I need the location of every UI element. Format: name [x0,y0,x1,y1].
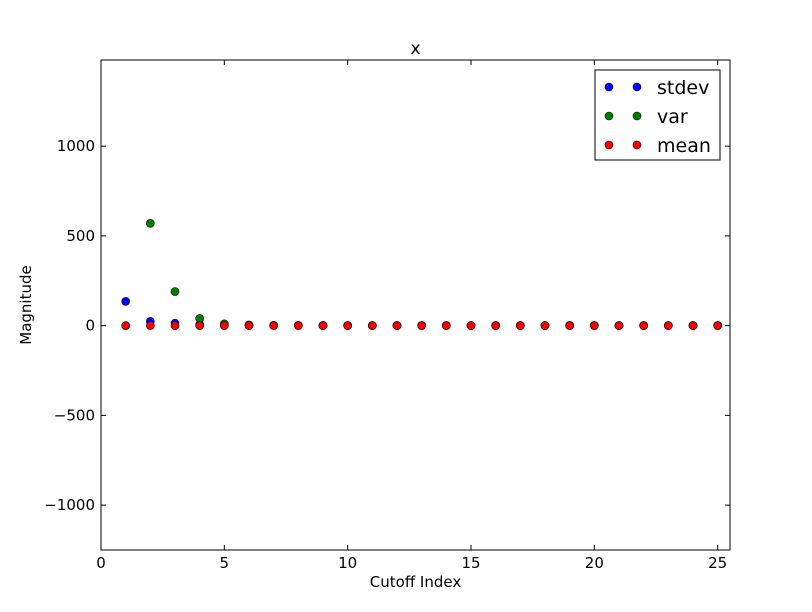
legend-label-stdev: stdev [657,77,709,99]
y-tick-label: 0 [85,317,95,335]
data-point-mean [392,321,402,330]
x-tick-label: 0 [96,554,106,572]
y-tick-label: −1000 [44,496,95,514]
y-tick-label: 1000 [57,137,95,155]
data-point-mean [664,321,673,330]
data-point-mean [417,321,426,330]
data-point-mean [540,321,550,330]
data-point-stdev [121,297,130,306]
data-point-mean [368,321,377,330]
data-point-mean [294,321,303,330]
data-point-mean [565,321,574,330]
data-point-mean [244,321,254,330]
data-point-mean [121,321,130,330]
x-axis-label: Cutoff Index [370,573,462,591]
y-tick-label: 500 [66,227,95,245]
legend-label-var: var [657,106,688,128]
legend-marker-mean [632,140,642,150]
data-point-mean [639,321,648,330]
data-point-mean [146,321,155,330]
data-point-mean [614,321,624,330]
chart-title: x [410,39,420,59]
legend-marker-mean [604,140,614,150]
data-point-mean [442,321,451,330]
data-point-mean [195,321,204,330]
legend-label-mean: mean [657,135,711,157]
x-tick-label: 15 [461,554,480,572]
legend: stdev var mean [594,69,721,161]
data-point-mean [170,321,180,330]
legend-marker-stdev [632,82,642,92]
data-point-mean [590,321,599,330]
data-point-var [170,287,180,296]
data-point-var [146,219,155,228]
x-tick-label: 5 [220,554,230,572]
data-point-mean [491,321,500,330]
data-point-mean [343,321,352,330]
legend-marker-var [632,111,642,121]
x-axis-ticks: 0 5 10 15 20 25 [96,60,727,572]
legend-marker-var [604,111,614,121]
legend-marker-stdev [604,82,614,92]
data-point-mean [318,321,328,330]
data-point-mean [713,321,722,330]
data-point-mean [466,321,476,330]
data-point-mean [220,321,229,330]
y-axis-label: Magnitude [17,265,35,344]
plot-frame [100,59,731,551]
data-points [121,219,722,330]
data-point-mean [516,321,525,330]
y-tick-label: −500 [54,406,95,424]
legend-frame [594,69,721,161]
data-point-var [195,314,204,323]
x-tick-label: 20 [585,554,604,572]
data-point-mean [269,321,278,330]
x-tick-label: 25 [708,554,727,572]
x-tick-label: 10 [338,554,357,572]
y-axis-ticks: −1000 −500 0 500 1000 [44,137,730,514]
data-point-mean [688,321,698,330]
